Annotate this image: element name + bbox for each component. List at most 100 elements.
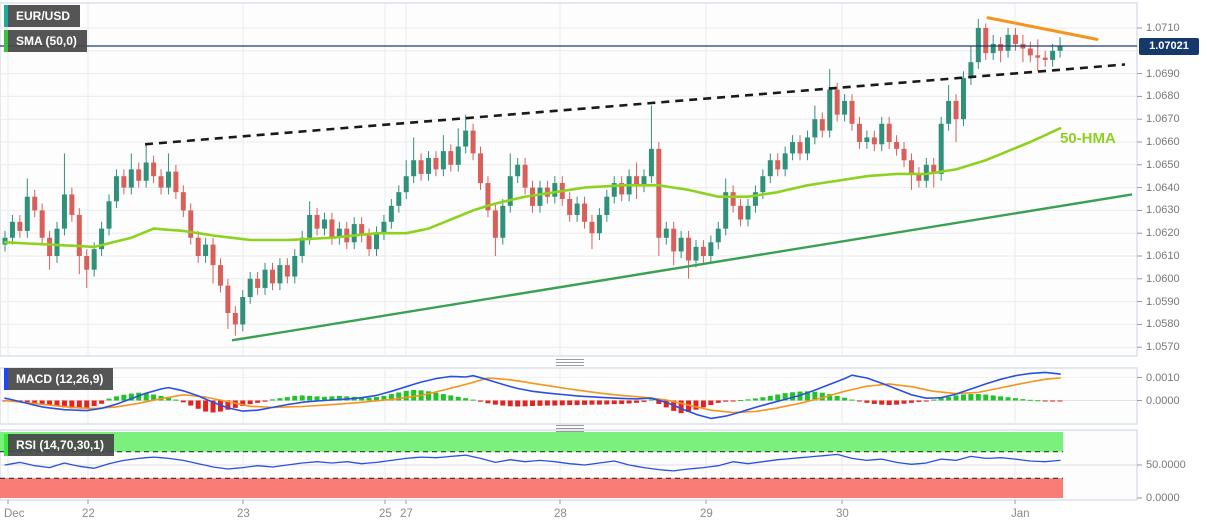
candle-body <box>232 313 238 325</box>
macd-histogram-bar <box>411 389 417 401</box>
candle-body <box>106 201 112 229</box>
candle-body <box>9 221 15 238</box>
macd-histogram-bar <box>262 400 268 402</box>
candle-body <box>567 199 573 215</box>
candle-body <box>314 214 320 229</box>
macd-histogram-bar <box>619 400 625 404</box>
macd-histogram-bar <box>203 400 209 412</box>
macd-histogram-bar <box>856 400 862 402</box>
candle-body <box>351 224 357 243</box>
candle-body <box>1050 50 1056 60</box>
macd-histogram-bar <box>47 400 53 406</box>
macd-histogram-bar <box>106 398 112 401</box>
rsi-indicator-legend[interactable]: RSI (14,70,30,1) <box>4 434 115 456</box>
macd-histogram-bar <box>433 392 439 401</box>
candle-body <box>797 142 803 154</box>
candle-body <box>426 157 432 174</box>
macd-histogram-bar <box>39 400 45 404</box>
candle-body <box>411 160 417 177</box>
macd-histogram-bar <box>292 395 298 401</box>
candle-body <box>790 142 796 154</box>
candle-body <box>136 169 142 181</box>
time-axis-label: Dec <box>4 508 25 520</box>
macd-histogram-bar <box>901 400 907 404</box>
macd-histogram-bar <box>626 400 632 404</box>
macd-histogram-bar <box>953 395 959 401</box>
macd-histogram-bar <box>790 392 796 401</box>
macd-histogram-bar <box>923 400 929 402</box>
candle-body <box>463 130 469 147</box>
macd-histogram-bar <box>634 400 640 403</box>
macd-histogram-bar <box>151 394 157 401</box>
macd-histogram-bar <box>864 400 870 403</box>
macd-histogram-bar <box>589 400 595 405</box>
macd-histogram-bar <box>663 400 669 408</box>
macd-histogram-bar <box>128 393 134 401</box>
candle-body <box>745 205 751 220</box>
macd-histogram-bar <box>1020 399 1026 401</box>
macd-histogram-bar <box>946 396 952 401</box>
pane-resize-handle-rsi[interactable] <box>556 425 584 432</box>
candle-body <box>856 123 862 142</box>
candle-body <box>834 89 840 115</box>
macd-histogram-bar <box>173 399 179 401</box>
candle-body <box>158 176 164 188</box>
macd-histogram-bar <box>195 400 201 409</box>
macd-histogram-bar <box>1012 398 1018 401</box>
macd-histogram-bar <box>76 400 82 409</box>
price-axis-label: 1.0670 <box>1146 113 1180 126</box>
candle-body <box>448 151 454 165</box>
macd-histogram-bar <box>916 400 922 402</box>
candle-body <box>767 160 773 177</box>
macd-histogram-bar <box>552 400 558 406</box>
rsi-oversold-band <box>0 478 1064 498</box>
candle-body <box>849 100 855 124</box>
macd-histogram-bar <box>485 400 491 404</box>
candle-body <box>946 100 952 124</box>
macd-histogram-bar <box>745 399 751 401</box>
candle-body <box>819 119 825 131</box>
candle-body <box>17 221 23 231</box>
candle-body <box>723 192 729 229</box>
macd-histogram-bar <box>478 400 484 402</box>
macd-histogram-bar <box>641 400 647 402</box>
macd-histogram-bar <box>596 400 602 405</box>
macd-histogram-bar <box>819 392 825 401</box>
candle-body <box>678 237 684 252</box>
macd-histogram-bar <box>879 400 885 405</box>
macd-histogram-bar <box>366 397 372 401</box>
sma-indicator-legend[interactable]: SMA (50,0) <box>4 30 87 52</box>
macd-histogram-bar <box>983 394 989 401</box>
candle-body <box>686 237 692 261</box>
candle-body <box>1027 48 1033 56</box>
candle-body <box>871 137 877 145</box>
macd-histogram-bar <box>738 400 744 402</box>
candle-body <box>619 183 625 195</box>
candle-body <box>596 214 602 234</box>
macd-histogram-bar <box>307 395 313 401</box>
candle-body <box>47 237 53 256</box>
candle-body <box>84 256 90 270</box>
macd-histogram-bar <box>232 400 238 408</box>
candle-body <box>998 43 1004 51</box>
macd-histogram-bar <box>1027 399 1033 401</box>
candle-body <box>247 278 253 298</box>
macd-histogram-bar <box>1057 400 1063 402</box>
macd-histogram-bar <box>448 395 454 401</box>
macd-indicator-legend[interactable]: MACD (12,26,9) <box>4 368 114 390</box>
macd-histogram-bar <box>767 395 773 401</box>
time-axis-label: 22 <box>82 508 95 520</box>
candle-body <box>908 160 914 174</box>
macd-histogram-bar <box>32 400 38 403</box>
pane-resize-handle-macd[interactable] <box>556 359 584 366</box>
candle-body <box>217 265 223 286</box>
macd-histogram-bar <box>84 400 90 408</box>
candle-body <box>180 192 186 211</box>
macd-histogram-bar <box>99 400 105 404</box>
macd-histogram-bar <box>255 400 261 403</box>
symbol-legend[interactable]: EUR/USD <box>4 5 81 27</box>
candle-body <box>99 228 105 250</box>
candle-body <box>827 89 833 131</box>
macd-histogram-bar <box>54 400 60 407</box>
